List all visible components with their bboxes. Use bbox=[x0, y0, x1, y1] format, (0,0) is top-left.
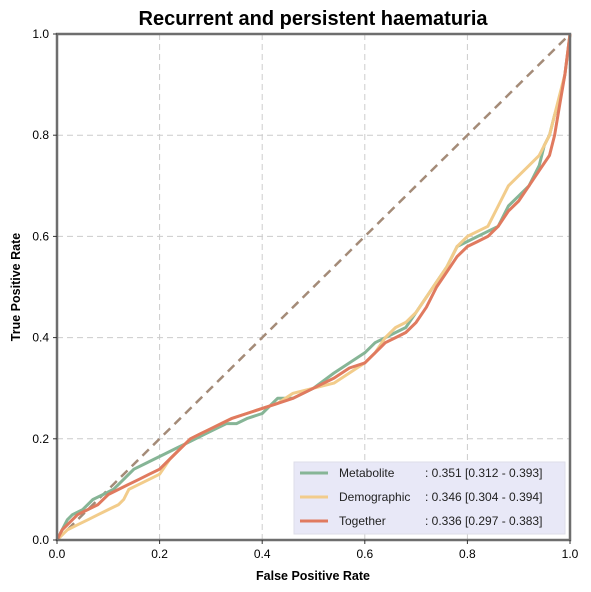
x-axis-label: False Positive Rate bbox=[256, 569, 370, 583]
y-tick-label: 1.0 bbox=[32, 27, 49, 41]
y-tick-label: 0.4 bbox=[32, 331, 49, 345]
legend-series-score: : 0.351 [0.312 - 0.393] bbox=[425, 466, 542, 480]
y-axis-label: True Positive Rate bbox=[9, 233, 23, 341]
y-tick-label: 0.6 bbox=[32, 229, 49, 243]
y-ticks: 0.0 0.2 0.4 0.6 0.8 1.0 bbox=[32, 27, 57, 547]
chance-diagonal bbox=[56, 33, 571, 541]
y-tick-label: 0.2 bbox=[32, 432, 49, 446]
x-tick-label: 0.0 bbox=[49, 547, 66, 561]
series-layer bbox=[55, 33, 572, 542]
x-tick-label: 1.0 bbox=[562, 547, 579, 561]
series-line-demographic bbox=[55, 33, 572, 542]
x-tick-label: 0.6 bbox=[356, 547, 373, 561]
x-tick-label: 0.8 bbox=[459, 547, 476, 561]
y-tick-label: 0.0 bbox=[32, 533, 49, 547]
legend-series-name: Metabolite bbox=[339, 466, 395, 480]
legend: Metabolite : 0.351 [0.312 - 0.393] Demogra… bbox=[293, 461, 566, 535]
legend-series-name: Together bbox=[339, 514, 386, 528]
series-line-together bbox=[55, 33, 572, 541]
plot-frame bbox=[55, 32, 572, 542]
x-ticks: 0.0 0.2 0.4 0.6 0.8 1.0 bbox=[49, 540, 579, 561]
x-tick-label: 0.4 bbox=[254, 547, 271, 561]
x-tick-label: 0.2 bbox=[151, 547, 168, 561]
legend-box bbox=[293, 461, 566, 535]
legend-series-score: : 0.346 [0.304 - 0.394] bbox=[425, 490, 542, 504]
legend-series-score: : 0.336 [0.297 - 0.383] bbox=[425, 514, 542, 528]
legend-series-name: Demographic bbox=[339, 490, 410, 504]
chart-title: Recurrent and persistent haematuria bbox=[139, 8, 489, 30]
y-tick-label: 0.8 bbox=[32, 128, 49, 142]
